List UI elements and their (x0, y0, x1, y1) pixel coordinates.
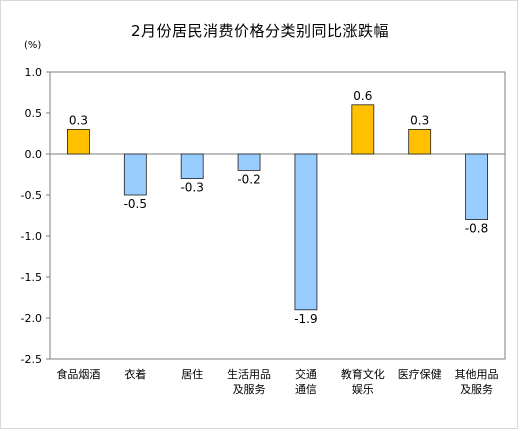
x-category-label: 医疗保健 (398, 367, 442, 381)
x-category-label: 及服务 (460, 383, 493, 396)
bar (465, 153, 488, 220)
x-category-label: 通信 (295, 383, 317, 396)
y-axis-unit-label: (%) (24, 40, 42, 51)
x-category-label: 食品烟酒 (56, 367, 100, 381)
plot-area-border (49, 71, 506, 360)
y-tick-label: -1.5 (21, 271, 42, 284)
y-tick-label: -0.5 (21, 189, 42, 202)
x-category-label: 教育文化 (341, 367, 385, 381)
data-label: 0.6 (353, 89, 372, 103)
data-label: -0.2 (237, 172, 260, 186)
x-category-label: 居住 (181, 367, 203, 381)
x-category-label: 娱乐 (352, 382, 374, 396)
y-tick-label: -2.0 (21, 312, 42, 325)
data-label: -0.3 (180, 181, 203, 195)
bar (180, 153, 204, 180)
bar (351, 104, 375, 155)
y-tick-label: 0.0 (25, 148, 43, 161)
bar (67, 128, 90, 155)
x-category-label: 交通 (295, 367, 317, 381)
y-tick-label: 0.5 (25, 107, 43, 120)
bar (237, 153, 261, 171)
bar (408, 128, 432, 155)
data-label: 0.3 (69, 113, 88, 127)
x-category-label: 生活用品 (227, 367, 271, 381)
data-label: 0.3 (410, 113, 429, 127)
x-category-label: 及服务 (233, 383, 266, 396)
y-tick-label: -1.0 (21, 230, 42, 243)
data-label: -0.8 (465, 222, 488, 236)
bar (294, 153, 318, 311)
y-tick-label: -2.5 (21, 353, 42, 366)
x-category-label: 其他用品 (455, 368, 499, 381)
data-label: -0.5 (124, 197, 147, 211)
data-label: -1.9 (294, 312, 317, 326)
bar (123, 153, 147, 196)
x-category-label: 衣着 (124, 367, 146, 381)
y-tick-label: 1.0 (25, 66, 43, 79)
chart-title: 2月份居民消费价格分类别同比涨跌幅 (130, 22, 390, 40)
